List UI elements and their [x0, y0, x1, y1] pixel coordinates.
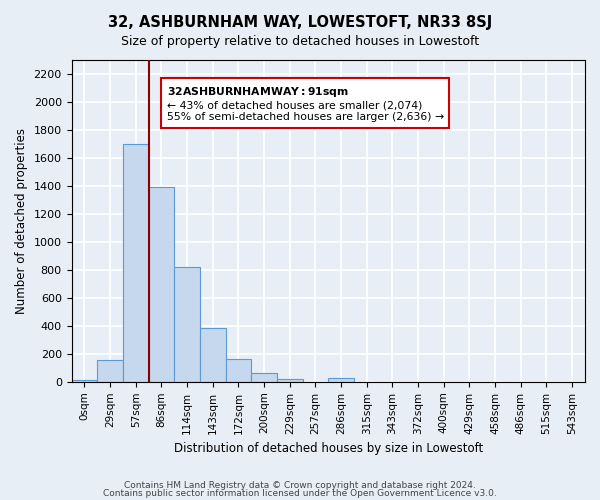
Bar [200, 328, 226, 382]
Y-axis label: Number of detached properties: Number of detached properties [15, 128, 28, 314]
Bar [149, 188, 174, 382]
Text: Contains HM Land Registry data © Crown copyright and database right 2024.: Contains HM Land Registry data © Crown c… [124, 481, 476, 490]
Bar [174, 267, 200, 382]
Bar [226, 358, 251, 382]
Bar [123, 144, 149, 382]
Bar [251, 372, 277, 382]
Bar [328, 378, 354, 382]
Bar [97, 360, 123, 382]
Bar [71, 380, 97, 382]
Text: Size of property relative to detached houses in Lowestoft: Size of property relative to detached ho… [121, 35, 479, 48]
Text: 32, ASHBURNHAM WAY, LOWESTOFT, NR33 8SJ: 32, ASHBURNHAM WAY, LOWESTOFT, NR33 8SJ [108, 15, 492, 30]
X-axis label: Distribution of detached houses by size in Lowestoft: Distribution of detached houses by size … [173, 442, 483, 455]
Text: Contains public sector information licensed under the Open Government Licence v3: Contains public sector information licen… [103, 488, 497, 498]
Bar [277, 379, 302, 382]
Text: $\bf{32 ASHBURNHAM WAY: 91sqm}$
← 43% of detached houses are smaller (2,074)
55%: $\bf{32 ASHBURNHAM WAY: 91sqm}$ ← 43% of… [167, 85, 443, 122]
